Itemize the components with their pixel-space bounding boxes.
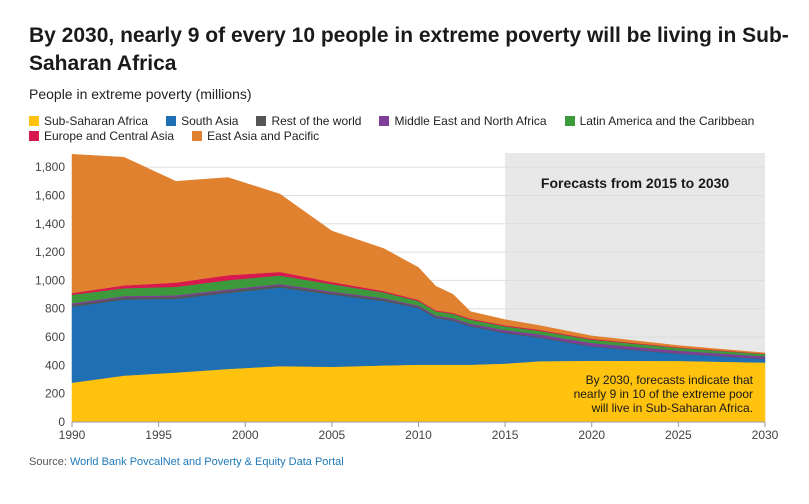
y-tick-label: 1,200 — [35, 245, 65, 259]
legend-item-middle-east-and-north-africa: Middle East and North Africa — [379, 114, 547, 128]
chart-title: By 2030, nearly 9 of every 10 people in … — [29, 24, 789, 75]
legend-swatch — [166, 116, 177, 126]
x-tick-label: 2025 — [665, 428, 692, 442]
legend-label: South Asia — [181, 114, 239, 128]
legend-label: Sub-Saharan Africa — [44, 114, 149, 128]
annotation-line: By 2030, forecasts indicate that — [586, 373, 754, 387]
x-tick-label: 2010 — [405, 428, 432, 442]
source-note: Source: World Bank PovcalNet and Poverty… — [29, 456, 344, 468]
legend-item-latin-america-and-the-caribbean: Latin America and the Caribbean — [564, 114, 755, 128]
y-tick-label: 1,400 — [35, 217, 65, 231]
x-tick-label: 2030 — [752, 428, 779, 442]
legend-swatch — [29, 116, 39, 126]
legend-swatch — [379, 116, 390, 126]
y-tick-label: 400 — [45, 358, 65, 372]
chart-subtitle: People in extreme poverty (millions) — [29, 86, 252, 102]
annotation-line: will live in Sub-Saharan Africa. — [591, 401, 753, 415]
x-tick-label: 2000 — [232, 428, 259, 442]
legend-label: Latin America and the Caribbean — [579, 114, 755, 128]
legend-row: Sub-Saharan Africa South Asia Rest of the … — [29, 114, 789, 128]
annotation-line: nearly 9 in 10 of the extreme poor — [574, 387, 753, 401]
source-label: Source: — [29, 456, 67, 468]
legend-label: East Asia and Pacific — [207, 129, 320, 143]
x-tick-label: 2005 — [319, 428, 346, 442]
annotation-text: By 2030, forecasts indicate that nearly 9… — [574, 373, 754, 415]
x-tick-label: 1990 — [59, 428, 86, 442]
area-east-asia-and-pacific — [71, 154, 766, 354]
legend-label: Middle East and North Africa — [394, 114, 547, 128]
legend-swatch — [29, 131, 39, 141]
legend-swatch — [564, 116, 575, 126]
legend-swatch — [256, 116, 267, 126]
legend-swatch — [192, 131, 203, 141]
legend-item-europe-and-central-asia: Europe and Central Asia — [29, 129, 174, 143]
x-tick-label: 1995 — [145, 428, 172, 442]
legend-label: Europe and Central Asia — [44, 129, 175, 143]
x-tick-label: 2020 — [578, 428, 605, 442]
y-tick-label: 600 — [45, 330, 65, 344]
legend-label: Rest of the world — [271, 114, 362, 128]
legend-item-south-asia: South Asia — [166, 114, 238, 128]
y-tick-label: 0 — [58, 415, 65, 429]
x-tick-label: 2015 — [492, 428, 519, 442]
legend: Sub-Saharan Africa South Asia Rest of the … — [29, 114, 789, 144]
y-tick-label: 1,600 — [35, 188, 65, 202]
source-link[interactable]: World Bank PovcalNet and Poverty & Equit… — [69, 456, 344, 468]
y-tick-label: 200 — [45, 387, 65, 401]
y-tick-label: 1,000 — [35, 273, 65, 287]
legend-item-east-asia-and-pacific: East Asia and Pacific — [192, 129, 319, 143]
y-tick-label: 1,800 — [35, 160, 65, 174]
y-tick-label: 800 — [45, 302, 65, 316]
legend-item-rest-of-the-world: Rest of the world — [256, 114, 361, 128]
forecast-label: Forecasts from 2015 to 2030 — [541, 175, 730, 191]
legend-item-sub-saharan-africa: Sub-Saharan Africa — [29, 114, 148, 128]
legend-row: Europe and Central Asia East Asia and Pac… — [29, 129, 789, 143]
